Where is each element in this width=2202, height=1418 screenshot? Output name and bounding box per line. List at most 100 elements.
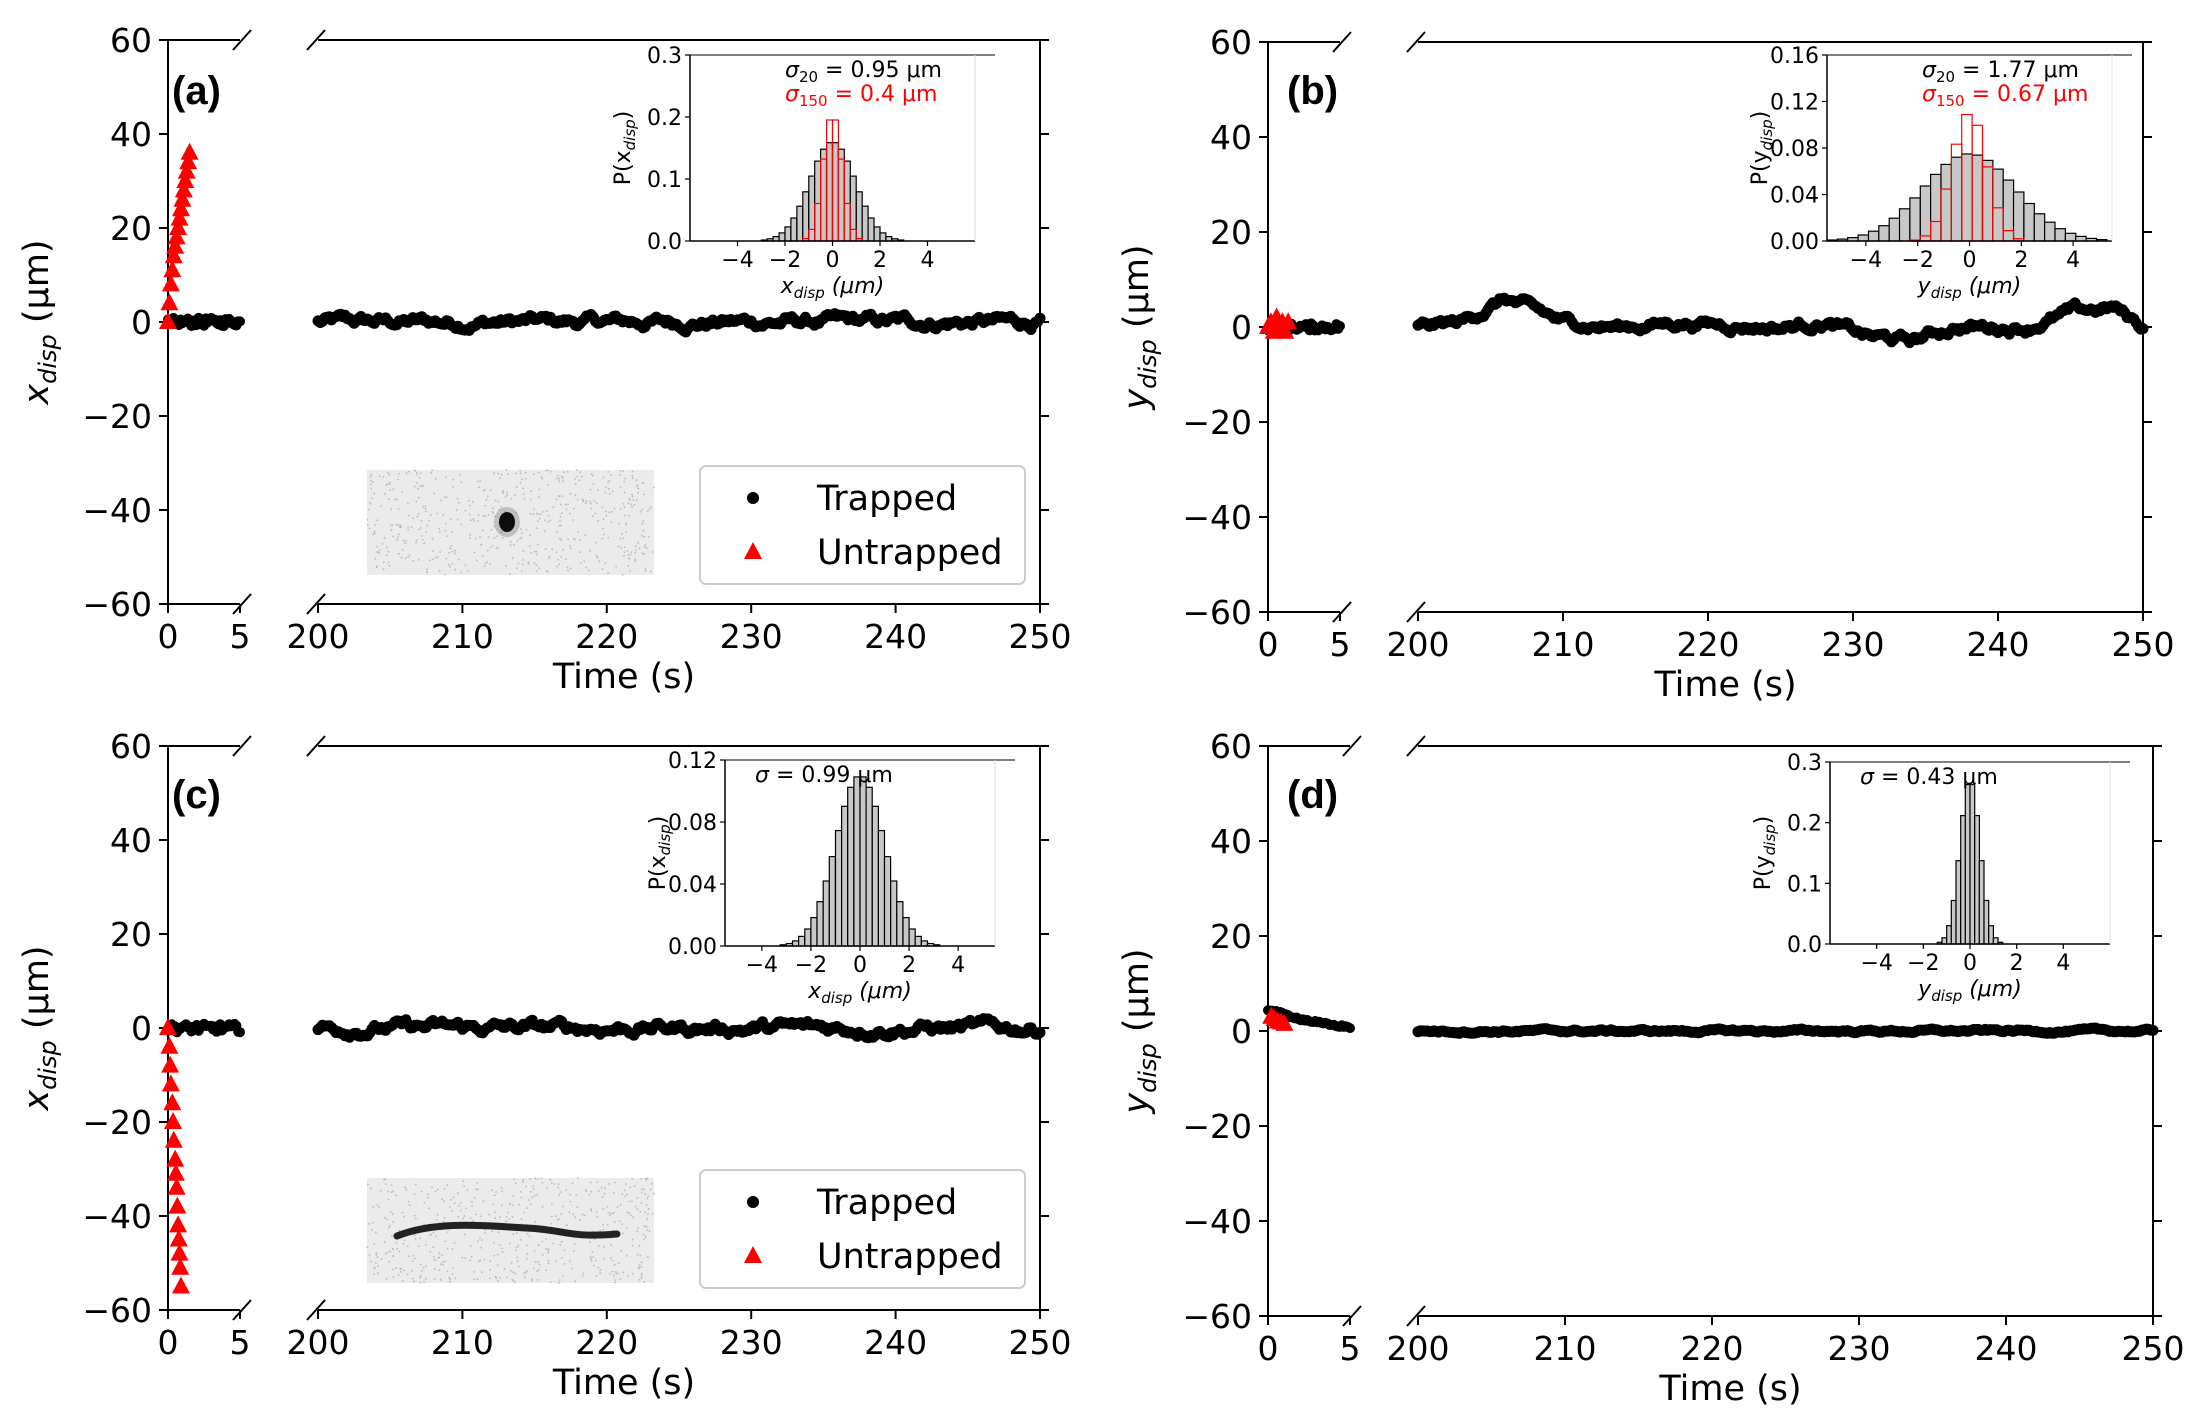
image-noise xyxy=(479,1215,482,1218)
image-noise xyxy=(463,1185,465,1187)
image-noise xyxy=(500,506,503,509)
image-noise xyxy=(553,1183,556,1185)
histogram-bar xyxy=(804,928,812,947)
image-noise xyxy=(489,562,491,565)
image-noise xyxy=(557,477,560,480)
histogram-bar xyxy=(859,776,867,947)
image-noise xyxy=(484,1232,487,1234)
image-noise xyxy=(436,1219,438,1221)
image-noise xyxy=(375,566,378,569)
image-noise xyxy=(594,512,597,515)
image-noise xyxy=(440,499,443,502)
image-noise xyxy=(569,545,571,547)
y-axis-title: ydisp (μm) xyxy=(1117,244,1162,410)
image-noise xyxy=(511,557,514,560)
image-noise xyxy=(603,1192,606,1195)
image-noise xyxy=(405,1188,408,1191)
x-tick-label: 250 xyxy=(2122,1329,2185,1368)
image-noise xyxy=(522,1178,525,1181)
image-noise xyxy=(540,476,543,478)
image-noise xyxy=(640,1191,643,1194)
axis-break-mark xyxy=(232,735,252,757)
image-noise xyxy=(522,1180,524,1183)
image-noise xyxy=(534,1221,536,1223)
image-noise xyxy=(531,1196,533,1198)
image-noise xyxy=(374,524,377,526)
image-noise xyxy=(626,1275,629,1277)
image-noise xyxy=(472,520,475,522)
x-axis-title: Time (s) xyxy=(552,1363,695,1403)
image-noise xyxy=(620,1249,623,1252)
histogram-bar xyxy=(1946,925,1952,945)
image-noise xyxy=(605,514,608,517)
image-noise xyxy=(433,492,436,495)
image-noise xyxy=(398,533,400,536)
inset-x-tick-label: −4 xyxy=(1860,951,1892,976)
image-noise xyxy=(599,1272,602,1275)
image-noise xyxy=(369,476,372,478)
image-noise xyxy=(547,1259,550,1262)
axis-break-mark xyxy=(232,1299,252,1321)
y-axis-title: xdisp (μm) xyxy=(17,239,62,405)
image-noise xyxy=(533,1250,536,1253)
image-noise xyxy=(563,1249,566,1251)
image-noise xyxy=(500,531,502,533)
histogram-bar xyxy=(2023,202,2035,242)
image-noise xyxy=(505,469,508,472)
image-noise xyxy=(487,536,490,538)
untrapped-point xyxy=(170,1243,189,1261)
image-noise xyxy=(546,1186,549,1189)
image-noise xyxy=(650,506,652,509)
image-noise xyxy=(462,1217,464,1220)
image-noise xyxy=(547,469,549,472)
image-noise xyxy=(640,534,643,537)
image-noise xyxy=(408,554,411,557)
image-noise xyxy=(567,538,570,541)
image-noise xyxy=(571,1182,574,1185)
image-noise xyxy=(560,524,562,527)
axis-break-mark xyxy=(1342,735,1362,757)
image-noise xyxy=(498,1244,501,1246)
image-noise xyxy=(558,1279,561,1281)
image-noise xyxy=(386,1251,389,1254)
image-noise xyxy=(647,1213,649,1215)
image-noise xyxy=(419,1281,422,1284)
image-noise xyxy=(638,1245,641,1247)
image-noise xyxy=(433,1268,436,1271)
axis-break-mark xyxy=(1406,1305,1426,1327)
image-noise xyxy=(588,1193,591,1196)
image-noise xyxy=(420,519,423,522)
image-noise xyxy=(475,1188,478,1191)
image-noise xyxy=(488,1213,490,1216)
image-noise xyxy=(404,542,407,545)
image-noise xyxy=(392,1220,394,1223)
image-noise xyxy=(555,498,558,500)
image-noise xyxy=(615,1271,617,1273)
legend-frame xyxy=(699,1169,1026,1289)
image-noise xyxy=(451,563,454,565)
y-axis-title: ydisp (μm) xyxy=(1117,948,1162,1114)
image-noise xyxy=(644,1235,647,1238)
image-noise xyxy=(493,1254,496,1257)
image-noise xyxy=(552,1242,555,1245)
image-noise xyxy=(525,1244,528,1247)
untrapped-point xyxy=(163,260,182,278)
image-noise xyxy=(524,471,527,474)
image-noise xyxy=(540,1177,543,1180)
image-noise xyxy=(493,537,496,540)
image-noise xyxy=(651,1213,654,1215)
untrapped-point xyxy=(163,1093,182,1111)
histogram-bar xyxy=(1983,899,1990,945)
sigma-value: = 0.43 μm xyxy=(1874,765,1998,790)
image-noise xyxy=(407,528,409,531)
image-noise xyxy=(530,552,532,554)
y-tick-label: 40 xyxy=(1210,118,1252,157)
y-axis-subscript: disp xyxy=(1134,1043,1162,1093)
image-noise xyxy=(608,480,611,482)
particle-halo xyxy=(494,507,520,537)
axis-break-mark xyxy=(1332,601,1352,623)
image-noise xyxy=(432,1231,435,1234)
image-noise xyxy=(509,573,511,575)
